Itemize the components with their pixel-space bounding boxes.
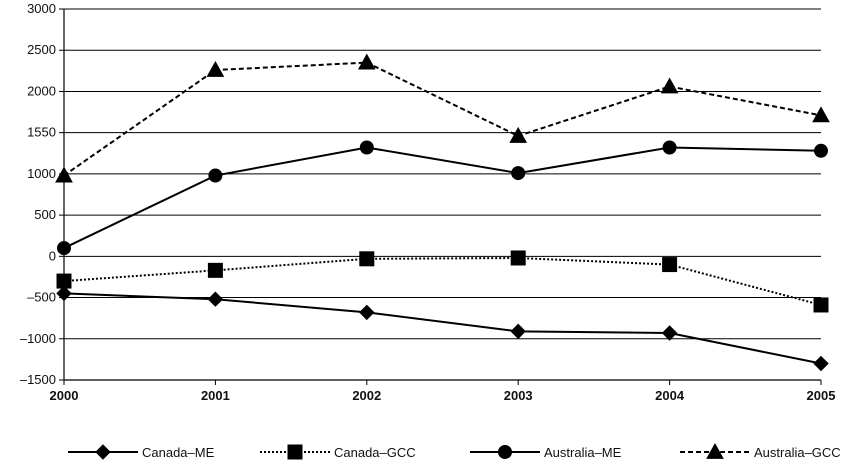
y-tick-label: 2000	[27, 83, 56, 98]
series-layer	[55, 53, 830, 372]
y-tick-label: –500	[27, 290, 56, 305]
series-3	[55, 53, 830, 183]
series-1	[56, 250, 829, 313]
axes	[63, 9, 821, 381]
legend-marker-square	[287, 444, 303, 460]
data-point-diamond	[359, 304, 375, 321]
data-point-circle	[208, 168, 223, 183]
x-tick-label: 2005	[807, 388, 836, 403]
legend-label: Canada–ME	[142, 445, 215, 460]
data-point-diamond	[661, 325, 678, 341]
y-tick-label: 500	[34, 207, 56, 222]
data-point-diamond	[56, 285, 72, 302]
data-point-square	[662, 257, 678, 273]
x-tick-label: 2000	[50, 388, 79, 403]
y-tick-label: –1500	[20, 372, 56, 387]
data-point-triangle	[660, 77, 679, 94]
series-2	[57, 140, 828, 256]
data-point-square	[359, 251, 375, 267]
y-axis-ticks: 3000 2500 2000 1550 1000 500 0 –500 –1000 –1500	[20, 1, 64, 387]
data-point-triangle	[206, 60, 225, 77]
data-point-square	[207, 262, 223, 278]
legend-item: Canada–ME	[68, 444, 215, 460]
x-tick-label: 2002	[352, 388, 381, 403]
data-point-square	[56, 273, 72, 289]
x-tick-label: 2003	[504, 388, 533, 403]
series-line	[63, 146, 822, 249]
y-tick-label: 3000	[27, 1, 56, 16]
legend-marker-circle	[498, 445, 512, 459]
legend-item: Canada–GCC	[260, 444, 416, 460]
legend: Canada–ME Canada–GCC Australia–ME Australia…	[68, 442, 841, 460]
y-tick-label: –1000	[20, 331, 56, 346]
x-axis-ticks: 2000 2001 2002 2003 2004 2005	[50, 380, 836, 403]
y-tick-label: 1550	[27, 125, 56, 140]
data-point-circle	[511, 166, 526, 181]
legend-label: Australia–ME	[544, 445, 622, 460]
y-tick-label: 1000	[27, 166, 56, 181]
data-point-diamond	[207, 291, 224, 307]
legend-label: Canada–GCC	[334, 445, 416, 460]
x-tick-label: 2004	[655, 388, 685, 403]
data-point-triangle	[55, 166, 73, 183]
data-point-circle	[814, 143, 828, 158]
data-point-square	[510, 250, 526, 266]
data-point-circle	[662, 140, 677, 155]
data-point-circle	[57, 241, 71, 256]
y-tick-label: 2500	[27, 42, 56, 57]
series-line	[63, 292, 822, 365]
x-tick-label: 2001	[201, 388, 230, 403]
data-point-triangle	[812, 106, 830, 123]
y-tick-label: 0	[49, 248, 56, 263]
data-point-triangle	[357, 53, 376, 70]
legend-item: Australia–ME	[470, 445, 622, 460]
legend-item: Australia–GCC	[680, 442, 841, 460]
series-line	[63, 61, 822, 177]
data-point-circle	[359, 140, 374, 155]
data-point-diamond	[510, 323, 526, 340]
legend-label: Australia–GCC	[754, 445, 841, 460]
legend-marker-diamond	[95, 444, 111, 460]
legend-marker-triangle	[706, 442, 724, 459]
data-point-triangle	[509, 126, 528, 143]
series-line	[63, 256, 822, 306]
data-point-diamond	[813, 355, 829, 372]
series-0	[56, 285, 829, 372]
data-point-square	[813, 297, 829, 313]
